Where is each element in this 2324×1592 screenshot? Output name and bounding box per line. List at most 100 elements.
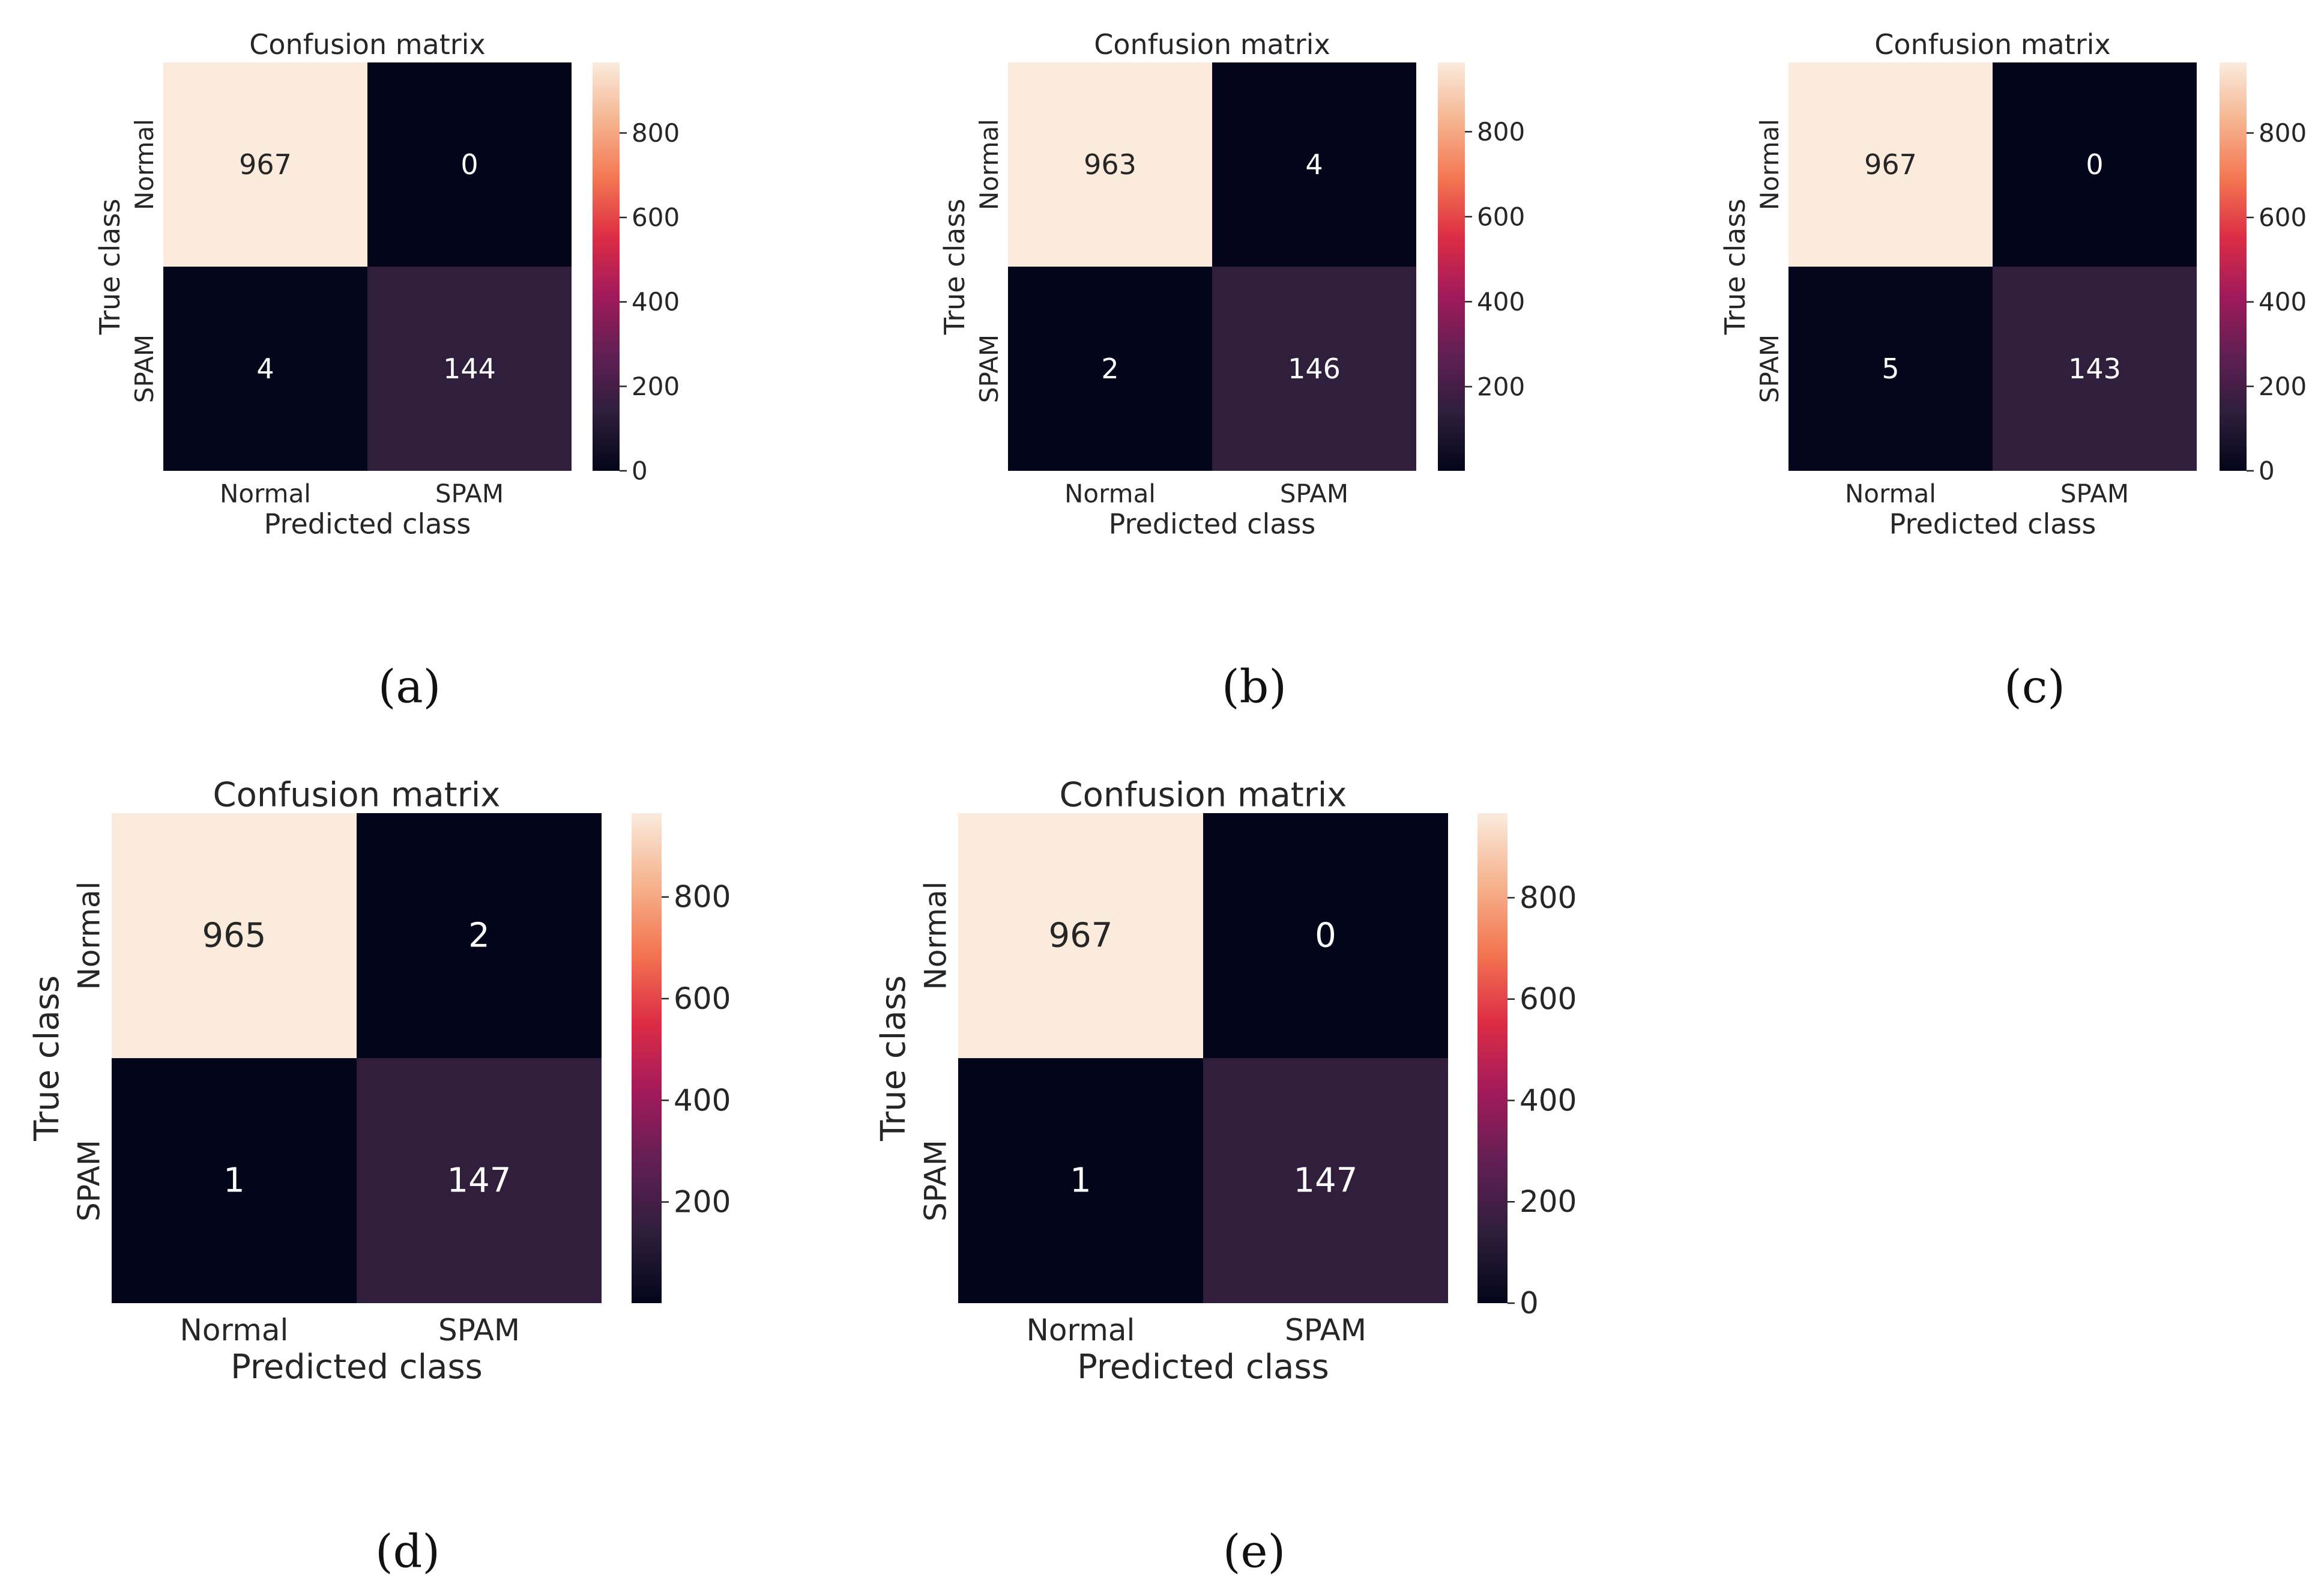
- panel-caption: (b): [1222, 660, 1287, 713]
- colorbar: [1438, 62, 1465, 471]
- x-tick-label: Normal: [1027, 1313, 1135, 1348]
- y-axis-label: True class: [28, 975, 67, 1142]
- y-axis-label: True class: [938, 199, 971, 336]
- chart-title: Confusion matrix: [1874, 28, 2110, 61]
- y-tick-label: Normal: [974, 119, 1004, 210]
- heatmap-cell: [1993, 62, 2197, 267]
- colorbar-tick-label: 800: [632, 118, 680, 148]
- chart-title: Confusion matrix: [213, 776, 501, 815]
- y-tick-label: SPAM: [130, 334, 159, 403]
- x-axis-label: Predicted class: [1077, 1348, 1329, 1387]
- cell-value-label: 143: [2068, 353, 2121, 385]
- x-axis-label: Predicted class: [231, 1348, 483, 1387]
- colorbar-tick-label: 400: [1520, 1083, 1577, 1118]
- colorbar-tick-label: 0: [2259, 456, 2275, 486]
- colorbar-tick-label: 400: [632, 287, 680, 316]
- colorbar: [2220, 62, 2247, 471]
- colorbar-tick-label: 600: [632, 203, 680, 232]
- x-axis-label: Predicted class: [1109, 507, 1316, 540]
- heatmap-cell: [1008, 62, 1212, 267]
- colorbar-tick-label: 400: [674, 1083, 731, 1118]
- colorbar: [593, 62, 620, 471]
- x-tick-label: SPAM: [1285, 1313, 1366, 1348]
- heatmap-cell: [1788, 62, 1993, 267]
- heatmap-cell: [1212, 267, 1416, 471]
- cell-value-label: 146: [1288, 353, 1341, 385]
- x-axis-label: Predicted class: [264, 507, 471, 540]
- chart-title: Confusion matrix: [1094, 28, 1330, 61]
- colorbar-tick-label: 800: [2259, 118, 2307, 148]
- heatmap-cell: [1203, 813, 1448, 1058]
- heatmap-cell: [958, 813, 1203, 1058]
- y-tick-label: SPAM: [72, 1140, 107, 1221]
- cell-value-label: 147: [447, 1161, 512, 1200]
- x-tick-label: SPAM: [1280, 479, 1348, 508]
- cell-value-label: 963: [1084, 148, 1136, 181]
- cell-value-label: 0: [1315, 916, 1336, 955]
- x-axis-label: Predicted class: [1889, 507, 2096, 540]
- panel-caption: (a): [378, 660, 441, 713]
- colorbar-tick-label: 800: [674, 880, 731, 915]
- cell-value-label: 4: [256, 353, 274, 385]
- heatmap-cell: [1203, 1058, 1448, 1303]
- heatmap-cell: [1993, 267, 2197, 471]
- x-tick-label: SPAM: [435, 479, 504, 508]
- cell-value-label: 144: [443, 353, 496, 385]
- panel-caption: (c): [2004, 660, 2065, 713]
- heatmap-cell: [112, 813, 357, 1058]
- cell-value-label: 5: [1882, 353, 1899, 385]
- y-tick-label: Normal: [1755, 119, 1784, 210]
- x-tick-label: Normal: [1845, 479, 1936, 508]
- heatmap-cell: [357, 1058, 602, 1303]
- colorbar-tick-label: 200: [1520, 1184, 1577, 1219]
- y-tick-label: SPAM: [919, 1140, 953, 1221]
- colorbar-tick-label: 200: [674, 1185, 731, 1220]
- colorbar-tick-label: 400: [2259, 287, 2307, 316]
- heatmap-cell: [112, 1058, 357, 1303]
- chart-title: Confusion matrix: [249, 28, 485, 61]
- heatmap-cell: [163, 267, 367, 471]
- colorbar-tick-label: 800: [1477, 117, 1525, 147]
- panel-caption: (d): [375, 1525, 440, 1578]
- y-tick-label: Normal: [919, 882, 953, 990]
- y-tick-label: SPAM: [1755, 334, 1784, 403]
- x-tick-label: Normal: [220, 479, 311, 508]
- y-tick-label: Normal: [130, 119, 159, 210]
- y-tick-label: SPAM: [974, 334, 1004, 403]
- cell-value-label: 965: [202, 916, 267, 955]
- x-tick-label: Normal: [1064, 479, 1156, 508]
- heatmap-cell: [357, 813, 602, 1058]
- colorbar-tick-label: 800: [1520, 880, 1577, 915]
- cell-value-label: 2: [468, 916, 490, 955]
- heatmap-cell: [1212, 62, 1416, 267]
- colorbar-tick-label: 200: [1477, 372, 1525, 401]
- cell-value-label: 1: [1070, 1161, 1091, 1200]
- panel-caption: (e): [1223, 1525, 1285, 1578]
- colorbar-tick-label: 600: [674, 981, 731, 1016]
- cell-value-label: 147: [1294, 1161, 1358, 1200]
- colorbar-tick-label: 600: [1477, 202, 1525, 231]
- heatmap-cell: [163, 62, 367, 267]
- cell-value-label: 4: [1305, 148, 1323, 181]
- colorbar-tick-label: 200: [2259, 372, 2307, 401]
- y-tick-label: Normal: [72, 882, 107, 990]
- colorbar: [1477, 813, 1508, 1303]
- heatmap-cell: [1008, 267, 1212, 471]
- cell-value-label: 0: [460, 148, 478, 181]
- colorbar-tick-label: 0: [632, 456, 648, 486]
- cell-value-label: 0: [2086, 148, 2103, 181]
- colorbar: [632, 813, 662, 1303]
- heatmap-cell: [958, 1058, 1203, 1303]
- colorbar-tick-label: 400: [1477, 287, 1525, 316]
- x-tick-label: SPAM: [438, 1313, 520, 1348]
- y-axis-label: True class: [874, 975, 913, 1142]
- heatmap-cell: [367, 62, 572, 267]
- heatmap-cell: [367, 267, 572, 471]
- cell-value-label: 967: [1864, 148, 1917, 181]
- x-tick-label: SPAM: [2060, 479, 2129, 508]
